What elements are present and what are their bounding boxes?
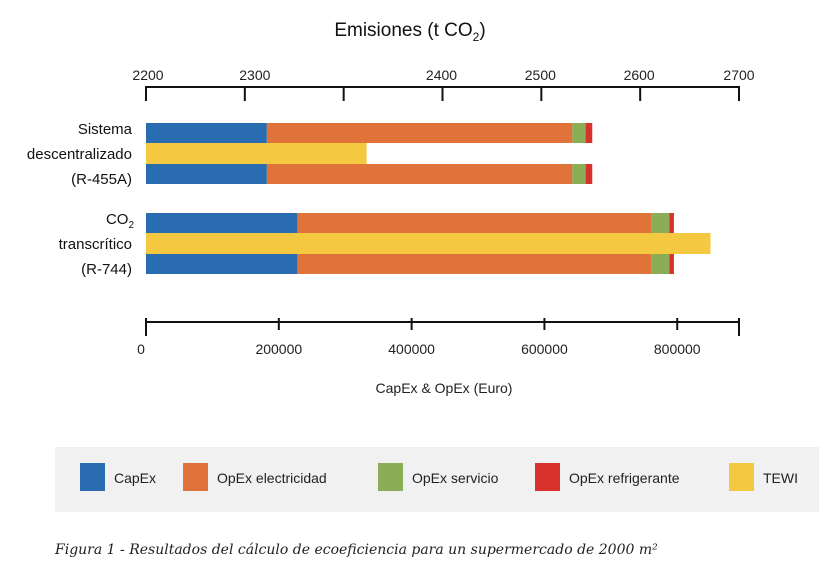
bar-opex-servicio <box>572 164 586 184</box>
bar-opex-servicio <box>651 254 670 274</box>
figure-caption: Figura 1 - Resultados del cálculo de eco… <box>54 542 658 558</box>
bar-opex-refrigerante <box>669 254 674 274</box>
bottom-tick-label: 400000 <box>388 341 435 357</box>
top-tick-label: 2700 <box>723 67 754 83</box>
bar-opex-refrigerante <box>585 123 593 143</box>
top-tick-label: 2300 <box>239 67 270 83</box>
legend-swatch <box>378 463 403 491</box>
category-label: CO2 <box>106 211 135 231</box>
bottom-axis-title: CapEx & OpEx (Euro) <box>376 380 513 396</box>
bar-opex-electricidad <box>266 123 573 143</box>
bottom-tick-label: 600000 <box>521 341 568 357</box>
category-label: (R-455A) <box>71 171 132 188</box>
bar-opex-refrigerante <box>669 213 674 233</box>
bottom-axis: 0 200000 400000 600000 800000 <box>137 318 740 357</box>
category-label: transcrítico <box>59 236 132 253</box>
bar-opex-refrigerante <box>585 164 593 184</box>
legend-swatch <box>535 463 560 491</box>
legend-label: OpEx electricidad <box>217 470 327 486</box>
bottom-tick-label: 200000 <box>255 341 302 357</box>
bar-capex <box>146 123 267 143</box>
top-tick-label: 2600 <box>624 67 655 83</box>
bar-opex-electricidad <box>297 213 652 233</box>
top-tick-label: 2400 <box>426 67 457 83</box>
bottom-tick-label: 0 <box>137 341 145 357</box>
legend-swatch <box>183 463 208 491</box>
legend-label: TEWI <box>763 470 798 486</box>
top-tick-label: 2200 <box>132 67 163 83</box>
legend-label: OpEx refrigerante <box>569 470 680 486</box>
legend-box <box>55 447 819 512</box>
legend-label: CapEx <box>114 470 156 486</box>
category-labels: Sistema descentralizado (R-455A) CO2 transcr… <box>27 121 135 278</box>
bar-tewi <box>146 143 367 164</box>
chart-title: Emisiones (t CO2) <box>334 20 485 44</box>
legend-label: OpEx servicio <box>412 470 499 486</box>
top-tick-label: 2500 <box>525 67 556 83</box>
category-label: (R-744) <box>81 261 132 278</box>
bar-capex <box>146 164 267 184</box>
bar-tewi <box>146 233 711 254</box>
category-label: descentralizado <box>27 146 132 163</box>
bar-opex-electricidad <box>266 164 573 184</box>
legend-swatch <box>80 463 105 491</box>
bars <box>146 123 711 274</box>
legend: CapEx OpEx electricidad OpEx servicio OpEx … <box>80 463 798 491</box>
bottom-tick-label: 800000 <box>654 341 701 357</box>
bar-opex-electricidad <box>297 254 652 274</box>
bar-capex <box>146 213 298 233</box>
bar-opex-servicio <box>651 213 670 233</box>
category-label: Sistema <box>78 121 133 138</box>
legend-swatch <box>729 463 754 491</box>
bar-capex <box>146 254 298 274</box>
top-axis: 2200 2300 2400 2500 2600 2700 <box>132 67 755 101</box>
bar-opex-servicio <box>572 123 586 143</box>
